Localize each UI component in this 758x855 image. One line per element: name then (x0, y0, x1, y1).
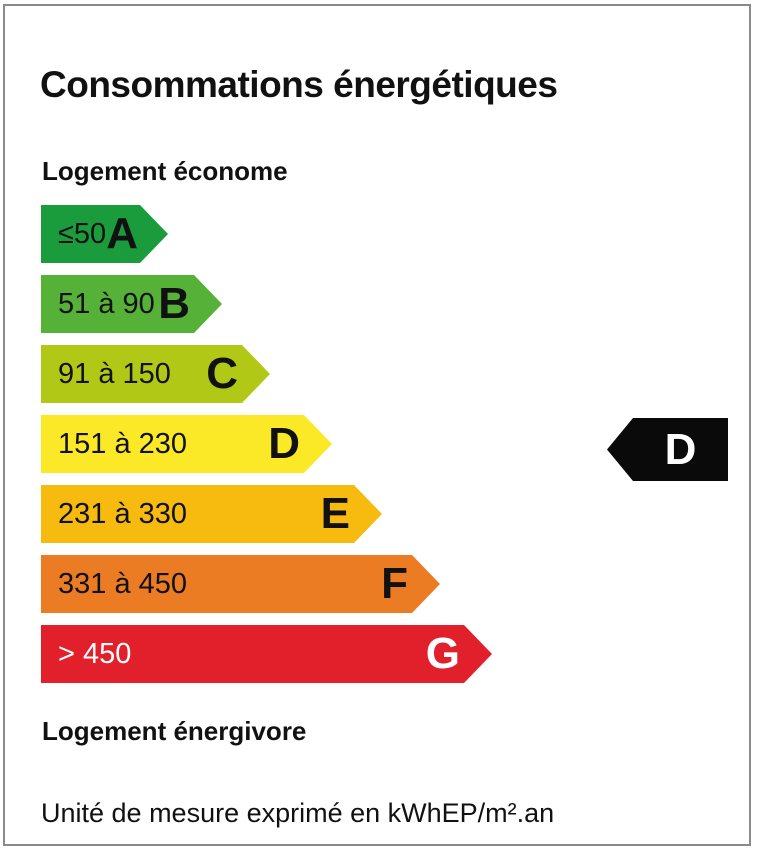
energy-band-b: 51 à 90 B (41, 275, 222, 333)
band-range-label: 231 à 330 (58, 497, 188, 530)
energy-band-c: 91 à 150 C (41, 345, 270, 403)
band-range-label: > 450 (58, 637, 132, 670)
band-letter: D (268, 419, 300, 468)
energy-band-d: 151 à 230 D (41, 415, 332, 473)
band-letter: F (381, 559, 408, 608)
band-range-label: ≤50 (58, 217, 107, 250)
scale-bottom-caption: Logement énergivore (42, 716, 307, 746)
current-rating-letter: D (664, 424, 697, 474)
band-letter: E (320, 489, 350, 538)
band-range-label: 91 à 150 (58, 357, 171, 390)
page-title: Consommations énergétiques (40, 64, 558, 105)
energy-band-f: 331 à 450 F (41, 555, 440, 613)
unit-caption: Unité de mesure exprimé en kWhEP/m².an (41, 798, 555, 828)
band-range-label: 151 à 230 (58, 427, 188, 460)
band-letter: A (106, 209, 138, 258)
energy-band-g: > 450 G (41, 625, 492, 683)
band-letter: C (206, 349, 238, 398)
energy-band-a: ≤50 A (41, 205, 168, 263)
energy-band-e: 231 à 330 E (41, 485, 382, 543)
energy-bands: ≤50 A 51 à 90 B 91 à 150 C 151 à 230 D 231 à 330… (41, 205, 492, 695)
band-letter: G (425, 629, 460, 678)
current-rating-marker: D (607, 418, 728, 481)
band-letter: B (158, 279, 190, 328)
energy-label-frame: Consommations énergétiques Logement écon… (3, 4, 751, 846)
scale-top-caption: Logement économe (42, 156, 288, 186)
band-range-label: 51 à 90 (58, 287, 155, 320)
band-range-label: 331 à 450 (58, 567, 188, 600)
